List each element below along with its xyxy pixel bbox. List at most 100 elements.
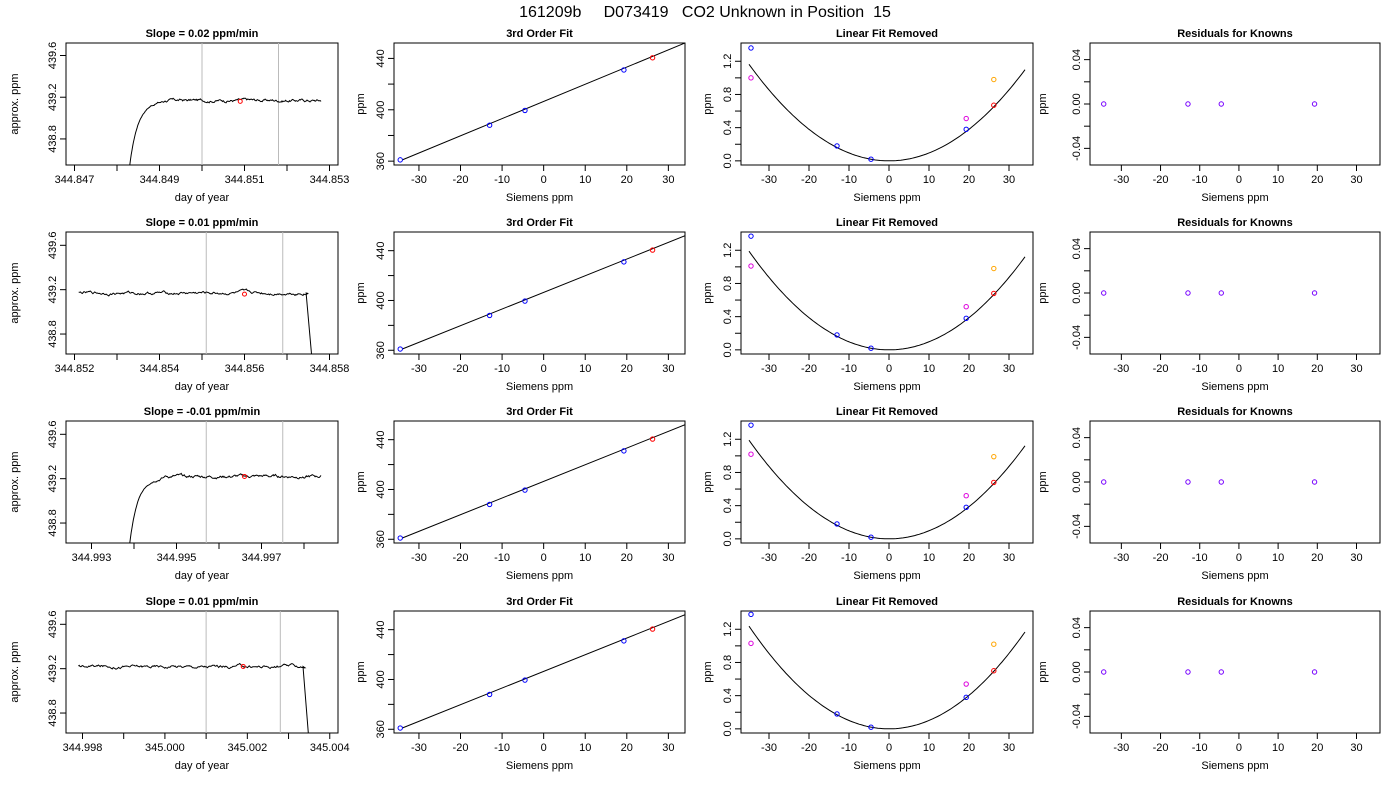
plot-frame: [393, 42, 686, 166]
y-tick-label: 0.04: [1071, 617, 1083, 638]
data-point: [748, 75, 754, 81]
panel-r1-c3: Residuals for Knowns -30 -20 -10 0 10 20 30 -0.0…: [1037, 217, 1381, 393]
data-point: [1218, 101, 1224, 107]
x-axis-label: Siemens ppm: [853, 192, 920, 204]
plot-area: [397, 614, 685, 731]
x-tick-label: -20: [453, 363, 469, 375]
x-tick-label: -10: [494, 552, 510, 564]
data-point: [1101, 479, 1107, 485]
mean-marker: [240, 663, 246, 669]
plot-area: [1101, 101, 1318, 107]
plot-frame: [393, 231, 686, 355]
x-tick-label: -20: [801, 742, 817, 754]
y-tick-label: 439.2: [47, 465, 59, 493]
y-axis-label: ppm: [1037, 661, 1049, 682]
data-point: [963, 504, 969, 511]
x-axis-label: day of year: [175, 760, 230, 772]
plot-area: [1101, 290, 1318, 296]
y-tick-label: 0.0: [722, 531, 734, 546]
x-axis: 344.998 345.000 345.002 345.004: [63, 733, 350, 754]
y-axis-label: ppm: [1037, 471, 1049, 492]
x-axis: -30 -20 -10 0 10 20 30: [1113, 733, 1363, 754]
y-tick-label: 0.8: [722, 276, 734, 291]
x-tick-label: 0: [886, 552, 892, 564]
x-tick-label: 30: [1350, 174, 1362, 186]
plot-area: [397, 424, 685, 541]
x-tick-label: 10: [579, 742, 591, 754]
data-point: [963, 126, 969, 133]
y-axis: 438.8 439.2 439.6: [47, 421, 66, 537]
x-tick-label: 30: [662, 363, 674, 375]
panel-r3-c1: 3rd Order Fit -30 -20 -10 0 10 20 30 360 400 440 Si…: [355, 596, 686, 772]
x-tick-label: 30: [1003, 174, 1015, 186]
y-tick-label: 0.4: [722, 688, 734, 703]
plot-area: [748, 422, 1026, 540]
data-point: [621, 259, 627, 265]
plot-frame: [740, 610, 1034, 734]
data-point: [397, 725, 403, 731]
x-tick-label: 0: [541, 742, 547, 754]
x-tick-label: -10: [1192, 174, 1208, 186]
x-tick-label: 30: [662, 174, 674, 186]
y-tick-label: 439.6: [47, 232, 59, 260]
y-tick-label: 0.0: [722, 342, 734, 357]
x-axis-label: Siemens ppm: [1201, 570, 1268, 582]
data-point: [834, 143, 840, 149]
y-tick-label: -0.04: [1071, 514, 1083, 539]
panel-r1-c2: Linear Fit Removed -30 -20 -10 0 10 20 30 0.0 0.4…: [702, 217, 1034, 393]
x-tick-label: 30: [1003, 363, 1015, 375]
panel-r2-c1: 3rd Order Fit -30 -20 -10 0 10 20 30 360 400 440 Si…: [355, 406, 686, 582]
panel-r0-c3: Residuals for Knowns -30 -20 -10 0 10 20 30 -0.0…: [1037, 28, 1381, 204]
x-tick-label: -20: [1153, 174, 1169, 186]
data-point: [486, 691, 493, 698]
data-point: [991, 641, 997, 647]
data-point: [1185, 669, 1191, 675]
data-point: [1218, 669, 1224, 675]
data-point: [963, 681, 969, 687]
data-point: [748, 45, 754, 51]
plot-area: [1101, 669, 1318, 675]
data-point: [486, 312, 493, 319]
plot-frame: [65, 420, 339, 544]
x-tick-label: -30: [411, 552, 427, 564]
y-axis: -0.04 0.00 0.04: [1071, 49, 1090, 161]
y-tick-label: 360: [375, 720, 387, 738]
panel-title: Slope = -0.01 ppm/min: [144, 406, 261, 418]
y-axis: -0.04 0.00 0.04: [1071, 427, 1090, 539]
y-tick-label: 440: [375, 241, 387, 259]
x-axis-label: Siemens ppm: [506, 381, 573, 393]
y-tick-label: 439.2: [47, 655, 59, 683]
x-tick-label: -30: [411, 363, 427, 375]
panel-r0-c0: Slope = 0.02 ppm/min 344.847 344.849 344.85…: [9, 28, 349, 204]
y-tick-label: 0.4: [722, 120, 734, 135]
x-axis-label: Siemens ppm: [1201, 381, 1268, 393]
plot-frame: [393, 420, 686, 544]
x-tick-label: 344.858: [310, 363, 350, 375]
plot-frame: [740, 420, 1034, 544]
plot-frame: [65, 610, 339, 734]
trace-line: [129, 472, 322, 543]
y-tick-label: 1.2: [722, 622, 734, 637]
x-axis-label: Siemens ppm: [853, 570, 920, 582]
x-tick-label: -20: [1153, 552, 1169, 564]
data-point: [522, 487, 528, 493]
x-tick-label: 30: [1350, 363, 1362, 375]
data-point: [991, 102, 997, 108]
plot-frame: [65, 231, 339, 355]
y-tick-label: 0.8: [722, 465, 734, 480]
y-tick-label: -0.04: [1071, 704, 1083, 729]
x-tick-label: 0: [1236, 363, 1242, 375]
data-point: [1101, 290, 1107, 296]
data-point: [868, 724, 874, 730]
mean-marker: [242, 473, 247, 479]
data-point: [1185, 290, 1191, 296]
x-tick-label: 345.004: [310, 742, 350, 754]
x-axis-label: day of year: [175, 381, 230, 393]
x-tick-label: 344.853: [310, 174, 350, 186]
x-axis: -30 -20 -10 0 10 20 30: [411, 733, 674, 754]
data-point: [1185, 101, 1191, 107]
x-tick-label: 20: [963, 174, 975, 186]
data-point: [963, 303, 969, 310]
y-tick-label: 0.00: [1071, 282, 1083, 303]
